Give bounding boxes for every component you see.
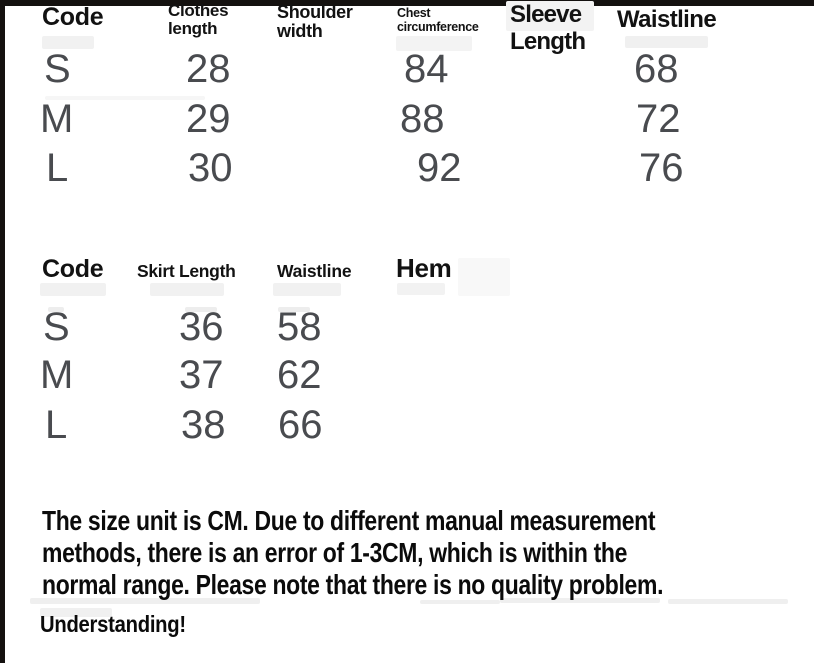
t1-header-clothes-length: Clothes length [168, 1, 229, 38]
smudge-artifact [185, 307, 217, 312]
frame-left-border [0, 0, 5, 663]
smudge-artifact [45, 96, 205, 100]
t2-header-code: Code [42, 255, 104, 283]
t1-row-l-clothes: 30 [188, 146, 233, 190]
smudge-artifact [40, 283, 106, 296]
t2-header-hem: Hem [396, 253, 452, 283]
smudge-artifact [40, 608, 112, 617]
t2-row-s-code: S [43, 305, 70, 349]
t2-row-s-waistline: 58 [277, 305, 322, 349]
t1-header-code: Code [42, 3, 104, 31]
t1-row-l-waistline: 76 [639, 146, 684, 190]
smudge-artifact [42, 36, 94, 49]
smudge-artifact [420, 600, 500, 604]
t1-row-s-code: S [44, 47, 71, 91]
t1-row-m-waistline: 72 [636, 97, 681, 141]
t2-row-m-code: M [40, 353, 74, 397]
t2-row-s-skirt: 36 [179, 305, 224, 349]
t1-row-l-chest: 92 [417, 146, 462, 190]
smudge-artifact [396, 36, 472, 51]
smudge-artifact [458, 258, 510, 296]
t2-header-waistline: Waistline [277, 261, 352, 281]
smudge-artifact [278, 307, 310, 312]
t2-header-skirt-length: Skirt Length [137, 261, 236, 281]
smudge-artifact [500, 598, 660, 603]
understanding-text: Understanding! [40, 611, 186, 637]
t1-row-m-code: M [40, 97, 74, 141]
t2-row-m-waistline: 62 [277, 353, 322, 397]
measurement-note: The size unit is CM. Due to different ma… [42, 505, 664, 600]
t1-row-s-waistline: 68 [634, 47, 679, 91]
smudge-artifact [150, 283, 224, 296]
t2-row-l-skirt: 38 [181, 403, 226, 447]
t1-header-sleeve-length: Sleeve Length [510, 1, 586, 55]
t2-row-l-waistline: 66 [278, 403, 323, 447]
t1-row-m-clothes: 29 [186, 97, 231, 141]
smudge-artifact [506, 1, 594, 31]
t1-row-s-clothes: 28 [186, 47, 231, 91]
t2-row-l-code: L [45, 403, 68, 447]
smudge-artifact [668, 599, 788, 604]
smudge-artifact [48, 307, 64, 312]
smudge-artifact [30, 598, 260, 604]
t1-header-shoulder-width: Shoulder width [277, 2, 353, 41]
frame-top-border [0, 0, 814, 6]
t1-header-chest-circumference: Chest circumference [397, 6, 479, 34]
smudge-artifact [273, 283, 341, 296]
t2-row-m-skirt: 37 [179, 353, 224, 397]
smudge-artifact [397, 283, 445, 295]
t1-row-m-chest: 88 [400, 97, 445, 141]
t1-row-l-code: L [46, 146, 69, 190]
smudge-artifact [625, 36, 708, 48]
t1-header-waistline: Waistline [617, 6, 717, 33]
t1-row-s-chest: 84 [404, 47, 449, 91]
